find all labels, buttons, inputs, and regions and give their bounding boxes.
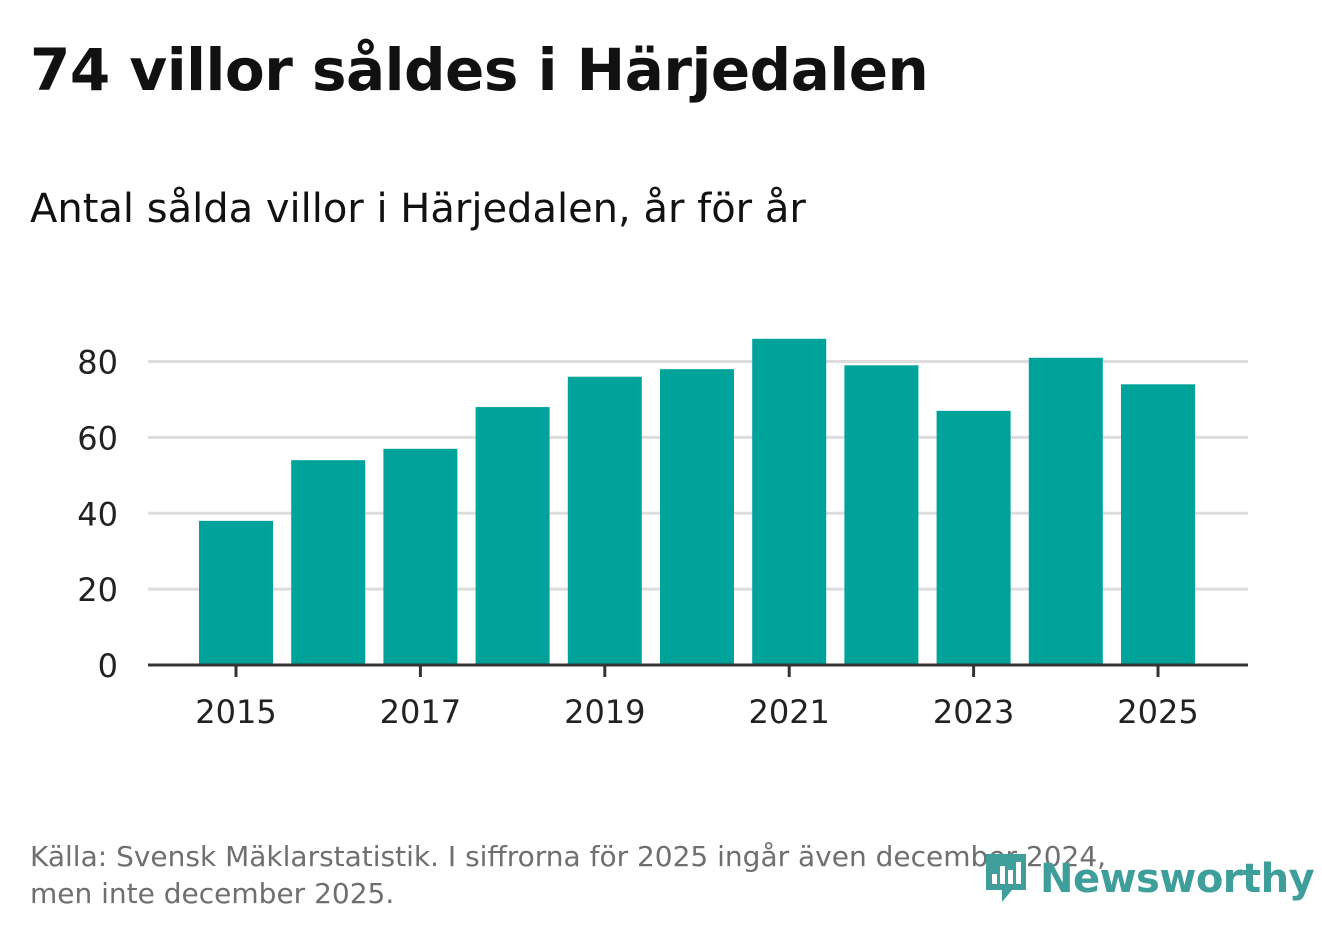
source-note: Källa: Svensk Mäklarstatistik. I siffror… — [30, 838, 1230, 912]
y-tick-label: 20 — [77, 571, 118, 609]
bar-2017 — [383, 448, 458, 665]
bar-2020 — [660, 369, 734, 665]
x-tick-label: 2017 — [380, 693, 461, 731]
x-tick-label: 2015 — [195, 693, 276, 731]
bar-2015 — [199, 520, 273, 665]
source-line-1: Källa: Svensk Mäklarstatistik. I siffror… — [30, 840, 1107, 873]
bar-2024 — [1028, 357, 1103, 665]
source-line-2: men inte december 2025. — [30, 877, 395, 910]
x-tick-label: 2025 — [1117, 693, 1198, 731]
x-tick-label: 2023 — [933, 693, 1014, 731]
bar-2021 — [752, 338, 827, 665]
axes: 0 20 40 60 80 2015 2017 2019 2021 2023 2025 — [77, 344, 1248, 731]
y-tick-label: 80 — [77, 344, 118, 382]
y-tick-label: 60 — [77, 419, 118, 457]
x-tick-label: 2021 — [748, 693, 829, 731]
bar-2022 — [844, 365, 919, 665]
newsworthy-logo: Newsworthy — [982, 850, 1315, 908]
chart-subtitle: Antal sålda villor i Härjedalen, år för … — [30, 186, 806, 232]
x-tick-label: 2019 — [564, 693, 645, 731]
bar-2019 — [567, 376, 642, 665]
y-tick-label: 40 — [77, 495, 118, 533]
newsworthy-logo-icon — [982, 850, 1030, 908]
y-tick-label: 0 — [98, 647, 118, 685]
chart-title: 74 villor såldes i Härjedalen — [30, 36, 929, 104]
bar-chart: 0 20 40 60 80 2015 2017 2019 2021 2023 2025 — [77, 338, 1248, 731]
bar-2023 — [936, 410, 1011, 665]
bar-2016 — [291, 460, 366, 665]
bars — [199, 338, 1195, 665]
bar-2025 — [1121, 384, 1195, 665]
bar-2018 — [475, 407, 550, 665]
newsworthy-logo-text: Newsworthy — [1040, 856, 1315, 902]
